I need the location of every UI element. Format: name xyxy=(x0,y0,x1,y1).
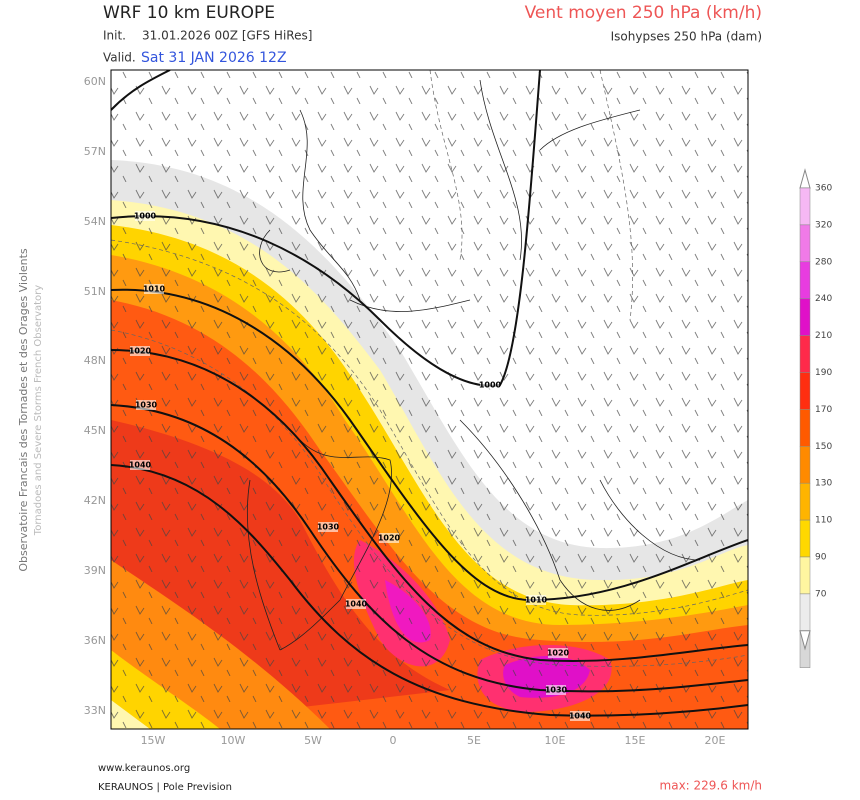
colorbar-label: 70 xyxy=(815,589,827,599)
colorbar-segment xyxy=(799,372,811,410)
colorbar-segment xyxy=(799,519,811,558)
lat-label: 60N xyxy=(84,75,106,88)
footer-max: max: 229.6 km/h xyxy=(660,779,762,793)
footer-website: www.keraunos.org xyxy=(98,763,190,774)
valid-label: Valid. xyxy=(103,51,136,65)
colorbar-segment xyxy=(799,593,811,632)
lat-label: 42N xyxy=(84,494,106,507)
contour-label: 1020 xyxy=(547,649,570,658)
contour-label-bg xyxy=(548,648,568,658)
colorbar-segment xyxy=(799,335,811,373)
contour-label-bg xyxy=(130,460,150,470)
lat-label: 36N xyxy=(84,634,106,647)
contour-label-bg xyxy=(546,685,566,695)
colorbar-label: 360 xyxy=(815,184,832,194)
side-text: Tornadoes and Severe Storms French Obser… xyxy=(33,285,44,536)
contour-label: 1000 xyxy=(479,381,502,390)
lat-label: 48N xyxy=(84,354,106,367)
contour-label: 1030 xyxy=(545,686,568,695)
valid-value: Sat 31 JAN 2026 12Z xyxy=(141,50,287,66)
footer-credit: KERAUNOS | Pole Prevision xyxy=(98,782,232,793)
contour-label-bg xyxy=(135,211,155,221)
colorbar-label: 110 xyxy=(815,516,832,526)
colorbar-segment xyxy=(799,556,811,595)
colorbar-segment xyxy=(799,187,811,226)
contour-label-bg xyxy=(144,284,164,294)
contour-label: 1030 xyxy=(317,523,340,532)
map-area xyxy=(111,70,748,729)
lon-label: 10W xyxy=(221,734,246,747)
lon-label: 15E xyxy=(625,734,646,747)
lon-label: 15W xyxy=(141,734,166,747)
colorbar-label: 90 xyxy=(815,553,827,563)
contour-label-bg xyxy=(130,346,150,356)
field-subtitle: Isohypses 250 hPa (dam) xyxy=(611,30,762,44)
lat-label: 51N xyxy=(84,285,106,298)
lat-label: 39N xyxy=(84,564,106,577)
contour-label: 1040 xyxy=(345,600,368,609)
colorbar-segment xyxy=(799,446,811,484)
map-frame xyxy=(110,69,749,730)
lat-label: 33N xyxy=(84,704,106,717)
colorbar-segment xyxy=(799,409,811,447)
colorbar-label: 320 xyxy=(815,220,832,230)
contour-label-bg xyxy=(570,711,590,721)
colorbar-segment xyxy=(799,261,811,299)
lon-label: 5W xyxy=(304,734,322,747)
lon-label: 10E xyxy=(545,734,566,747)
lon-label: 20E xyxy=(705,734,726,747)
contour-label-bg xyxy=(379,533,399,543)
contour-label-bg xyxy=(346,599,366,609)
contour-label: 1010 xyxy=(143,285,166,294)
contour-label-bg xyxy=(136,400,156,410)
colorbar-label: 190 xyxy=(815,368,832,378)
colorbar-top xyxy=(799,168,811,189)
init-value: 31.01.2026 00Z [GFS HiRes] xyxy=(142,29,312,43)
contour-label: 1010 xyxy=(525,596,548,605)
colorbar-label: 130 xyxy=(815,479,832,489)
colorbar-segment xyxy=(799,298,811,336)
colorbar-bottom xyxy=(799,630,811,651)
colorbar-label: 170 xyxy=(815,405,832,415)
contour-label: 1020 xyxy=(129,347,152,356)
init-label: Init. xyxy=(103,29,126,43)
colorbar-segment xyxy=(799,482,811,521)
lat-label: 45N xyxy=(84,424,106,437)
lon-label: 0 xyxy=(390,734,397,747)
colorbar-segment xyxy=(799,224,811,263)
title: WRF 10 km EUROPE xyxy=(103,3,275,23)
colorbar-label: 210 xyxy=(815,331,832,341)
lat-label: 54N xyxy=(84,215,106,228)
contour-label-bg xyxy=(318,522,338,532)
contour-label-bg xyxy=(526,595,546,605)
contour-label: 1020 xyxy=(378,534,401,543)
side-text: Observatoire Francais des Tornades et de… xyxy=(17,248,30,572)
colorbar-label: 240 xyxy=(815,294,832,304)
colorbar-label: 280 xyxy=(815,257,832,267)
contour-label: 1040 xyxy=(129,461,152,470)
field-title: Vent moyen 250 hPa (km/h) xyxy=(525,3,762,23)
lat-label: 57N xyxy=(84,145,106,158)
colorbar-label: 150 xyxy=(815,442,832,452)
contour-label: 1040 xyxy=(569,712,592,721)
contour-label: 1030 xyxy=(135,401,158,410)
lon-label: 5E xyxy=(467,734,481,747)
contour-label-bg xyxy=(480,380,500,390)
contour-label: 1000 xyxy=(134,212,157,221)
